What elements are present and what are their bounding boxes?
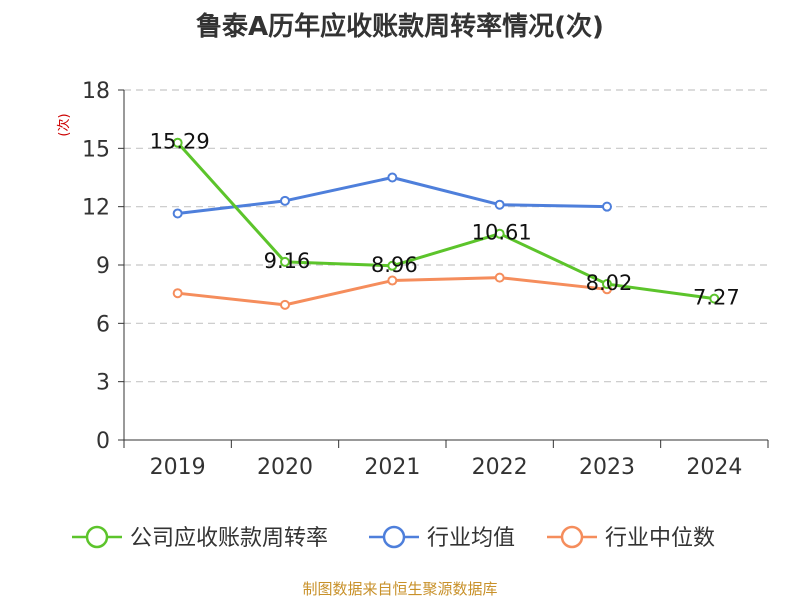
y-tick-label: 3 (96, 371, 110, 396)
x-tick-label: 2024 (686, 455, 742, 480)
legend-label: 公司应收账款周转率 (130, 526, 328, 551)
data-point (387, 260, 398, 271)
data-label: 10.61 (472, 221, 532, 245)
series-line (176, 141, 715, 301)
y-tick-label: 0 (96, 429, 110, 454)
data-point (602, 201, 612, 212)
data-point (172, 288, 183, 299)
data-point (494, 199, 505, 210)
legend-item-2[interactable]: 行业中位数 (547, 525, 715, 551)
series-layer (172, 137, 720, 310)
y-tick-label: 18 (82, 79, 110, 104)
grid-lines (124, 89, 768, 383)
data-label: 8.02 (586, 271, 633, 295)
y-tick-label: 12 (82, 196, 110, 221)
x-tick-label: 2019 (150, 455, 206, 480)
legend: 公司应收账款周转率 行业均值 行业中位数 (72, 525, 715, 551)
x-tick-label: 2021 (364, 455, 420, 480)
data-label: 15.29 (150, 130, 210, 154)
x-tick-label: 2020 (257, 455, 313, 480)
data-point (172, 208, 183, 219)
legend-label: 行业中位数 (605, 526, 715, 551)
series-line (177, 176, 608, 215)
series-2 (172, 272, 612, 310)
data-labels: 15.29 9.16 8.96 10.61 8.02 7.27 (150, 130, 740, 310)
legend-marker-icon (382, 525, 406, 549)
legend-marker-icon (560, 525, 584, 549)
legend-item-0[interactable]: 公司应收账款周转率 (72, 525, 328, 551)
y-tick-label: 9 (96, 254, 110, 279)
data-point (494, 228, 505, 239)
data-point (709, 293, 720, 304)
data-label: 8.96 (371, 253, 418, 277)
legend-marker-icon (85, 525, 109, 549)
x-tick-labels: 2019 2020 2021 2022 2023 2024 (150, 455, 743, 480)
y-tick-labels: 0 3 6 9 12 15 18 (82, 79, 110, 454)
data-point (172, 137, 183, 148)
data-point (602, 279, 612, 290)
data-point (280, 299, 290, 310)
axes (118, 89, 769, 448)
y-tick-label: 15 (82, 137, 110, 162)
source-note: 制图数据来自恒生聚源数据库 (302, 580, 497, 598)
y-tick-label: 6 (96, 312, 110, 337)
series-1 (172, 172, 612, 219)
legend-item-1[interactable]: 行业均值 (369, 525, 515, 551)
data-point (494, 272, 505, 283)
x-tick-label: 2023 (579, 455, 635, 480)
data-label: 7.27 (693, 286, 740, 310)
data-point (280, 195, 290, 206)
series-0 (172, 137, 720, 304)
data-point (387, 275, 398, 286)
data-point (280, 256, 290, 267)
y-axis-unit: (次) (56, 113, 72, 136)
x-tick-label: 2022 (472, 455, 528, 480)
data-label: 9.16 (264, 249, 311, 273)
chart-title: 鲁泰A历年应收账款周转率情况(次) (196, 11, 604, 42)
data-point (387, 172, 398, 183)
legend-label: 行业均值 (427, 526, 515, 551)
